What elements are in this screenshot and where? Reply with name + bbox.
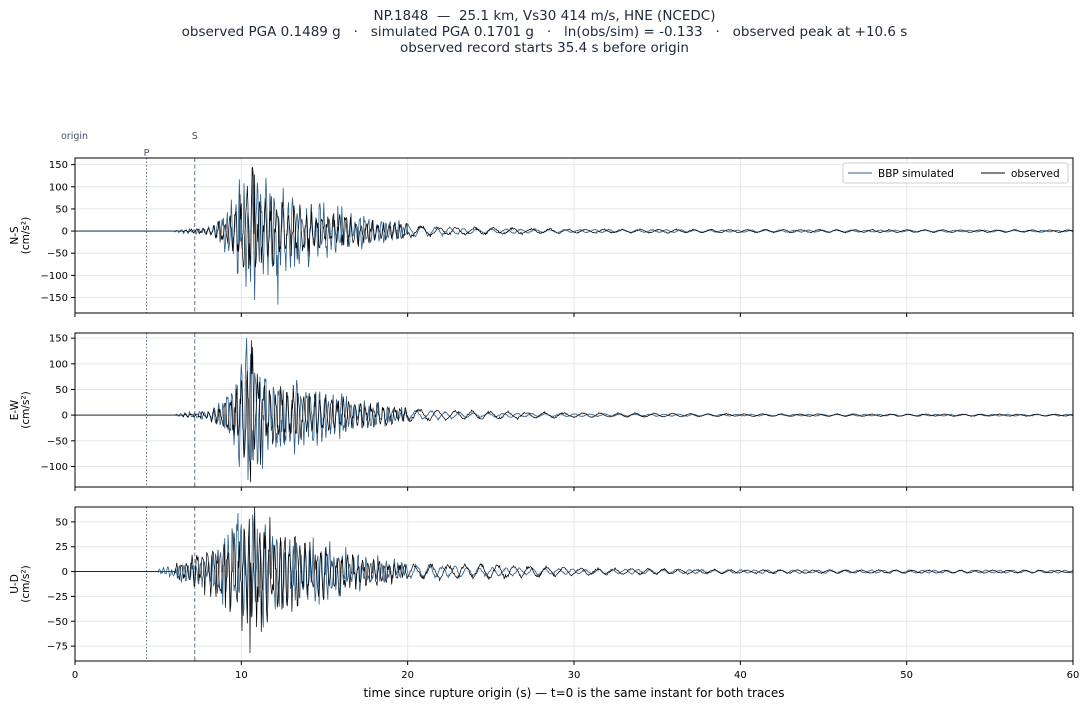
y-tick-label: 0 [62, 411, 68, 422]
title-line-3: observed record starts 35.4 s before ori… [400, 40, 689, 56]
observed-trace [75, 507, 1073, 654]
y-tick-label: 50 [55, 204, 68, 215]
simulated-trace [75, 512, 1073, 628]
y-tick-label: 150 [49, 334, 68, 345]
y-axis-label: U-D [9, 574, 21, 594]
x-axis-label: time since rupture origin (s) — t=0 is t… [363, 686, 784, 700]
x-tick-label: 10 [235, 670, 248, 681]
p-marker-label: P [144, 148, 150, 159]
x-tick-label: 20 [401, 670, 414, 681]
x-tick-label: 60 [1067, 670, 1080, 681]
y-tick-label: −150 [41, 293, 68, 304]
legend-label-observed: observed [1011, 168, 1060, 180]
legend-label-simulated: BBP simulated [878, 168, 954, 180]
origin-marker-label: origin [61, 131, 88, 142]
legend-box [842, 162, 1069, 184]
x-tick-label: 50 [900, 670, 913, 681]
x-tick-label: 0 [72, 670, 78, 681]
y-axis-label: (cm/s²) [20, 565, 32, 602]
y-tick-label: −100 [41, 271, 68, 282]
x-tick-label: 30 [568, 670, 581, 681]
y-tick-label: −50 [47, 436, 68, 447]
y-tick-label: −100 [41, 462, 68, 473]
title-line-1: NP.1848 — 25.1 km, Vs30 414 m/s, HNE (NC… [373, 8, 716, 24]
observed-trace [75, 340, 1073, 483]
y-tick-label: −75 [47, 642, 68, 653]
chart-title: NP.1848 — 25.1 km, Vs30 414 m/s, HNE (NC… [0, 8, 1089, 56]
y-tick-label: 150 [49, 160, 68, 171]
y-tick-label: −25 [47, 592, 68, 603]
y-tick-label: 50 [55, 385, 68, 396]
y-axis-label: N-S [9, 226, 21, 245]
y-axis-label: E-W [9, 399, 21, 420]
y-tick-label: 50 [55, 517, 68, 528]
simulated-trace [75, 167, 1073, 305]
y-tick-label: 100 [49, 359, 68, 370]
s-marker-label: S [192, 131, 198, 142]
x-tick-label: 40 [734, 670, 747, 681]
y-tick-label: 25 [55, 542, 68, 553]
y-tick-label: −50 [47, 249, 68, 260]
y-axis-label: (cm/s²) [20, 217, 32, 254]
observed-trace [75, 166, 1073, 269]
y-tick-label: 0 [62, 227, 68, 238]
y-tick-label: 100 [49, 182, 68, 193]
y-tick-label: 0 [62, 567, 68, 578]
title-line-2: observed PGA 0.1489 g · simulated PGA 0.… [181, 24, 908, 40]
y-axis-label: (cm/s²) [20, 391, 32, 428]
y-tick-label: −50 [47, 617, 68, 628]
